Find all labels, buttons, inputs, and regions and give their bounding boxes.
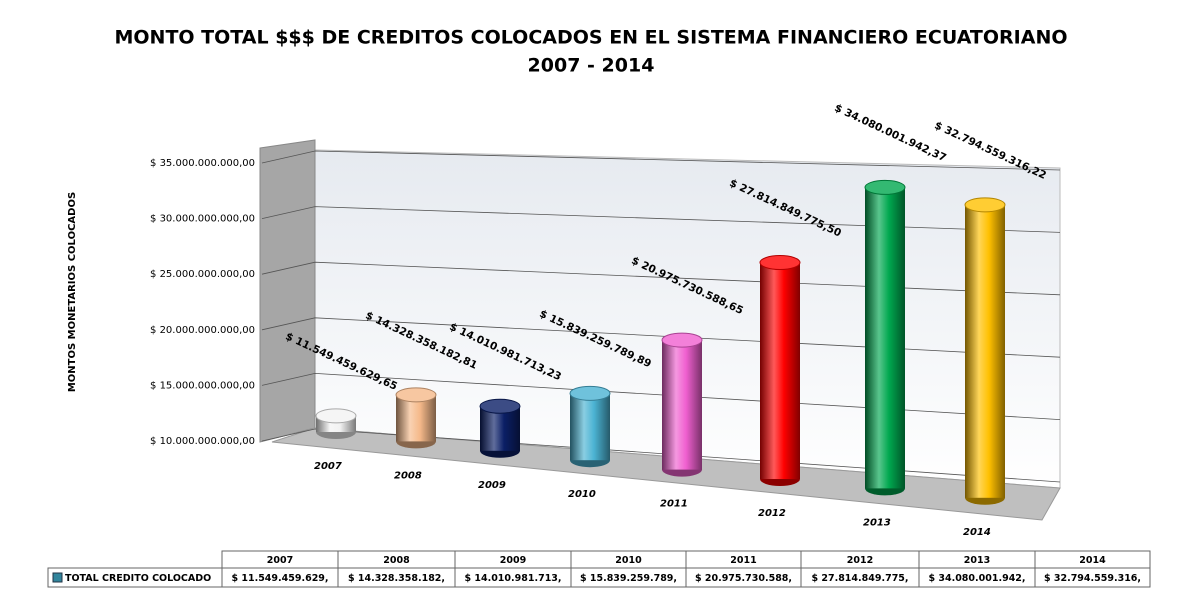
table-header: 2011 [730,555,756,566]
legend-key [52,572,63,583]
y-tick-label: $ 10.000.000.000,00 [150,436,255,447]
bar-top [479,398,521,414]
table-header: 2007 [267,555,293,566]
bar-top [661,332,703,348]
y-tick-label: $ 15.000.000.000,00 [150,380,255,391]
bar-top [864,179,906,195]
y-axis-label: MONTOS MONETARIOS COLOCADOS [67,192,78,392]
table-header: 2010 [615,555,642,566]
x-tick-label: 2007 [314,461,342,472]
bar [865,187,905,489]
grid-line [261,261,1061,296]
y-tick-label: $ 20.000.000.000,00 [150,325,255,336]
table-header: 2013 [964,555,990,566]
grid: $ 10.000.000.000,00 $ 15.000.000.000,00 $ … [150,150,1061,483]
bar [965,204,1005,498]
bar [396,394,436,442]
x-tick-label: 2011 [660,499,688,510]
x-tick-label: 2008 [394,470,422,481]
side-wall [259,139,316,443]
chart-subtitle: 2007 - 2014 [528,55,655,77]
floor [271,427,1061,521]
y-tick-label: $ 30.000.000.000,00 [150,214,255,225]
table-cell: $ 15.839.259.789, [580,573,677,584]
table-header: 2014 [1079,555,1106,566]
table-cell: $ 32.794.559.316, [1044,573,1141,584]
table-cell: $ 20.975.730.588, [695,573,792,584]
table-cell: $ 27.814.849.775, [811,573,908,584]
grid-line [261,372,1061,420]
y-tick-label: $ 35.000.000.000,00 [150,158,255,169]
table-cell: $ 14.010.981.713, [464,573,561,584]
legend-label: TOTAL CREDITO COLOCADO [65,573,211,584]
bar [760,262,800,479]
x-tick-label: 2013 [863,517,891,528]
chart-title: MONTO TOTAL $$$ DE CREDITOS COLOCADOS EN… [114,27,1067,49]
grid-line [261,150,1061,171]
grid-line [261,317,1061,358]
y-tick-label: $ 25.000.000.000,00 [150,269,255,280]
table-header: 2009 [500,555,526,566]
table-header: 2008 [383,555,410,566]
bar-top [964,197,1006,213]
table-cell: $ 11.549.459.629, [231,573,328,584]
bar-top [569,385,611,401]
table-data-row [47,567,1151,588]
data-table: TOTAL CREDITO COLOCADO 2007 $ 11.549.459.6… [47,550,1151,588]
table-cell: $ 34.080.001.942, [928,573,1025,584]
x-tick-label: 2010 [568,489,596,500]
bar-top [315,408,357,424]
x-tick-label: 2012 [758,508,786,519]
x-tick-label: 2014 [963,527,991,538]
grid-line [261,206,1061,233]
bar [570,393,610,461]
x-tick-label: 2009 [478,480,506,491]
bar-top [759,255,801,271]
table-cell: $ 14.328.358.182, [348,573,445,584]
bar [662,340,702,470]
grid-line [261,428,1061,483]
bar-top [395,387,437,403]
table-header: 2012 [847,555,873,566]
